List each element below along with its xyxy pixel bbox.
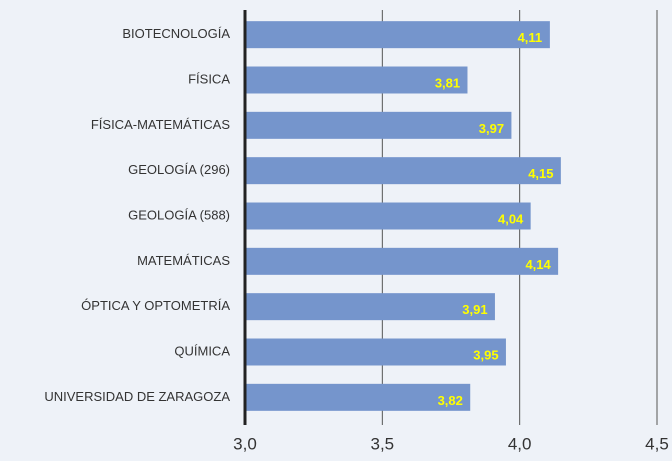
y-tick-label: BIOTECNOLOGÍA [122, 26, 230, 41]
value-label: 3,91 [462, 302, 487, 317]
x-tick-label: 3,5 [371, 434, 395, 453]
bar [245, 111, 512, 139]
bar [245, 21, 550, 49]
bar [245, 202, 531, 230]
y-tick-label: GEOLOGÍA (296) [128, 162, 230, 177]
bar [245, 338, 506, 366]
y-tick-label: MATEMÁTICAS [137, 253, 230, 268]
value-label: 3,81 [435, 75, 460, 90]
y-tick-label: GEOLOGÍA (588) [128, 207, 230, 222]
value-label: 3,95 [473, 347, 498, 362]
value-label: 4,04 [498, 211, 524, 226]
bar [245, 247, 559, 275]
value-label: 4,11 [518, 30, 543, 45]
x-tick-label: 4,5 [645, 434, 669, 453]
bar [245, 383, 471, 411]
x-tick-label: 4,0 [508, 434, 532, 453]
y-tick-label: QUÍMICA [174, 343, 230, 358]
value-label: 4,14 [525, 257, 551, 272]
y-tick-label: FÍSICA [188, 71, 230, 86]
value-label: 3,97 [479, 121, 504, 136]
bar [245, 293, 495, 321]
y-tick-label: UNIVERSIDAD DE ZARAGOZA [44, 389, 230, 404]
y-tick-label: FÍSICA-MATEMÁTICAS [91, 117, 230, 132]
x-tick-label: 3,0 [233, 434, 257, 453]
bar [245, 66, 468, 94]
value-label: 4,15 [528, 166, 553, 181]
value-label: 3,82 [438, 393, 463, 408]
bar [245, 157, 561, 185]
y-tick-label: ÓPTICA Y OPTOMETRÍA [81, 298, 230, 313]
